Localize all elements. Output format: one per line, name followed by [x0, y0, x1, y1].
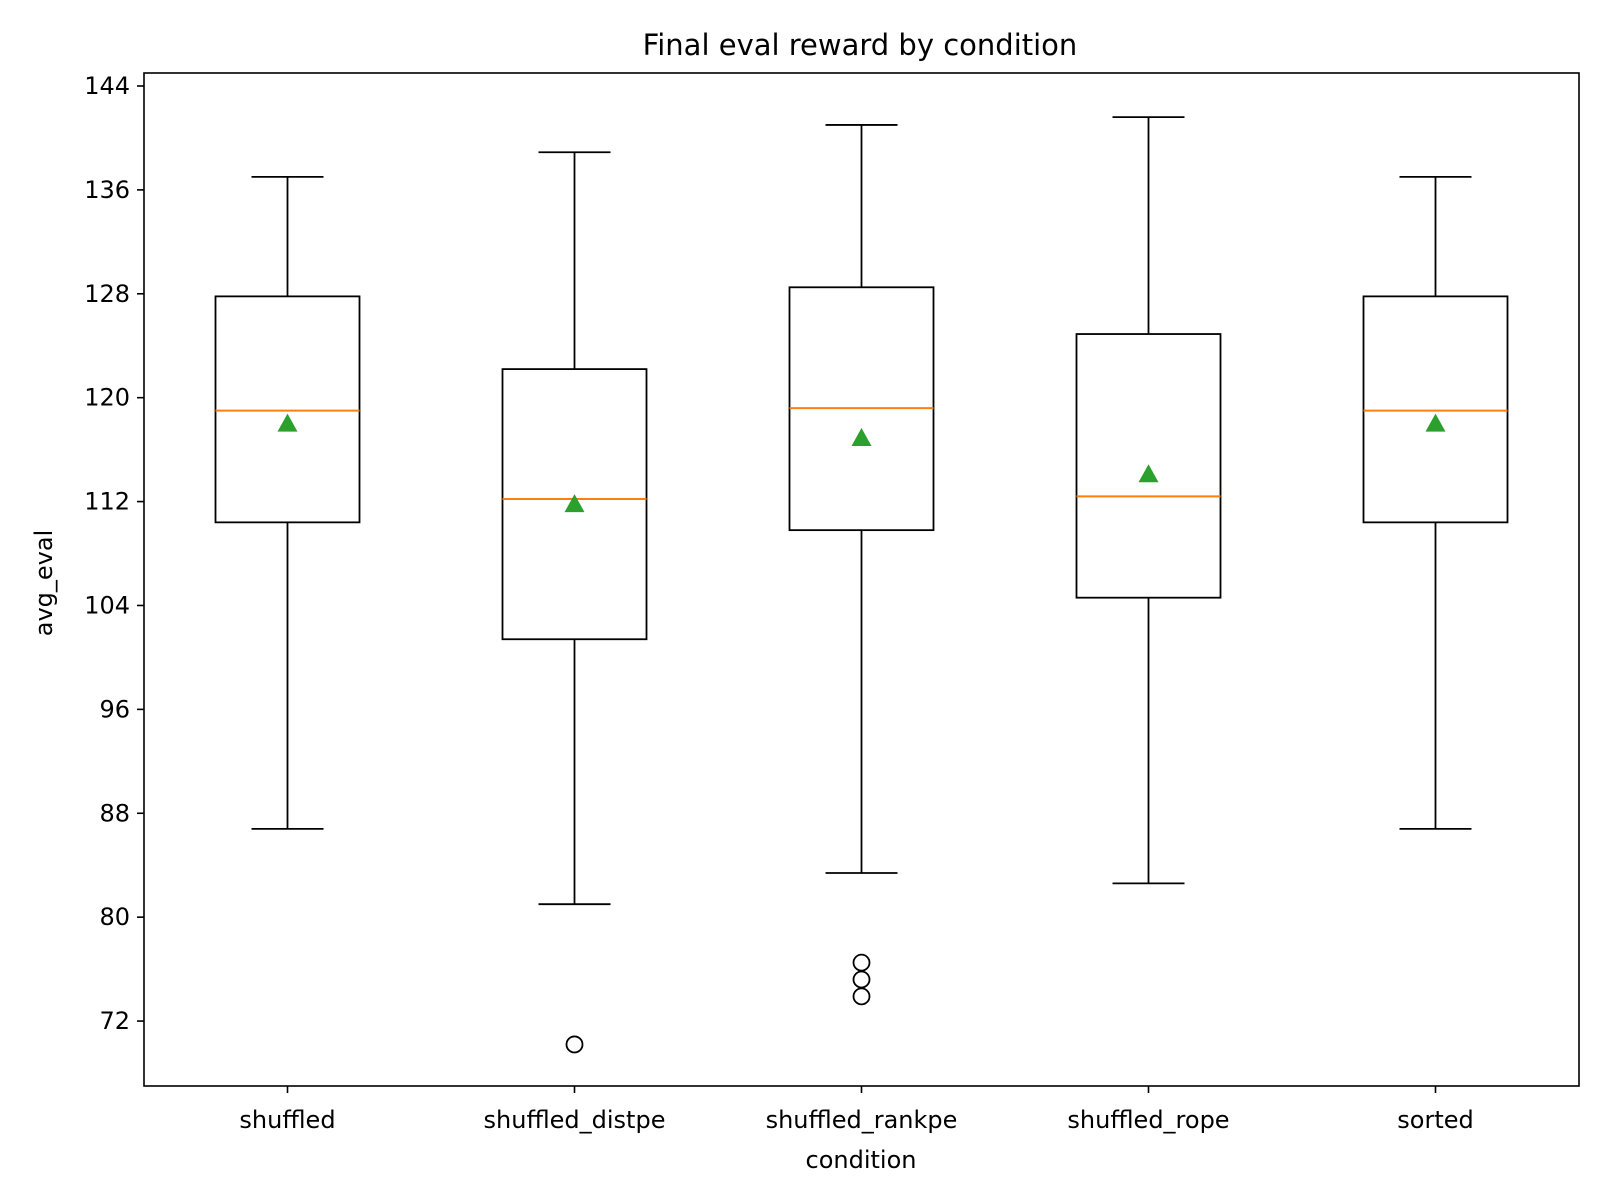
iqr-box	[214, 295, 361, 524]
iqr-box	[1075, 333, 1222, 599]
y-tick-label: 136	[84, 176, 130, 204]
plot-area	[214, 116, 1509, 1054]
y-tick-label: 112	[84, 488, 130, 516]
mean-marker	[564, 494, 585, 513]
box-group-shuffled_rope	[1075, 116, 1222, 885]
y-tick-label: 128	[84, 280, 130, 308]
y-tick-label: 144	[84, 72, 130, 100]
y-tick-label: 104	[84, 591, 130, 619]
x-tick-label: shuffled_rope	[1067, 1106, 1229, 1134]
outlier-point	[852, 970, 871, 989]
y-tick-label: 96	[99, 695, 130, 723]
y-axis: 72 80 88 96 104 112 120 128 136 144	[84, 72, 144, 1035]
mean-marker	[277, 413, 298, 432]
x-tick-label: shuffled_distpe	[484, 1106, 666, 1134]
mean-marker	[851, 427, 872, 446]
x-axis: shuffled shuffled_distpe shuffled_rankpe sh…	[239, 1086, 1474, 1134]
x-axis-label: condition	[806, 1146, 917, 1174]
y-tick-label: 120	[84, 384, 130, 412]
outlier-point	[852, 987, 871, 1006]
outlier-point	[852, 953, 871, 972]
box-group-shuffled	[214, 175, 361, 830]
x-tick-label: shuffled	[239, 1106, 335, 1134]
box-group-sorted	[1362, 175, 1509, 830]
chart-title: Final eval reward by condition	[643, 28, 1078, 62]
iqr-box	[501, 368, 648, 641]
box-group-shuffled_distpe	[501, 151, 648, 1054]
iqr-box	[1362, 295, 1509, 524]
box-group-shuffled_rankpe	[788, 124, 935, 1006]
x-tick-label: shuffled_rankpe	[766, 1106, 958, 1134]
mean-marker	[1425, 413, 1446, 432]
y-axis-label: avg_eval	[30, 530, 58, 637]
x-tick-label: sorted	[1397, 1106, 1473, 1134]
outlier-point	[565, 1035, 584, 1054]
y-tick-label: 88	[99, 799, 130, 827]
y-tick-label: 72	[99, 1007, 130, 1035]
y-tick-label: 80	[99, 903, 130, 931]
mean-marker	[1138, 464, 1159, 483]
